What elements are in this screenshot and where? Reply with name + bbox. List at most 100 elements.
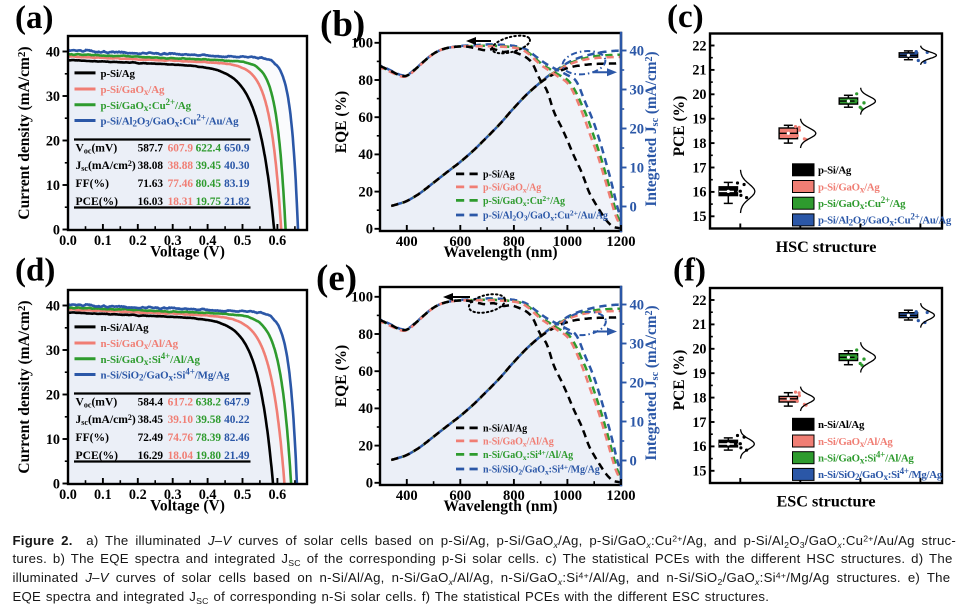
svg-text:21: 21 [692, 317, 706, 333]
svg-text:0.0: 0.0 [59, 233, 77, 249]
svg-text:22: 22 [692, 38, 706, 54]
svg-text:74.76: 74.76 [168, 432, 194, 444]
svg-text:60: 60 [358, 110, 373, 126]
svg-text:10: 10 [46, 432, 60, 448]
svg-text:20: 20 [630, 122, 645, 138]
svg-text:18.31: 18.31 [168, 196, 194, 208]
svg-text:20: 20 [46, 133, 60, 149]
svg-text:20: 20 [692, 342, 706, 358]
svg-text:1000: 1000 [553, 234, 582, 250]
svg-text:40: 40 [630, 44, 645, 60]
svg-text:30: 30 [46, 89, 60, 105]
svg-text:607.9: 607.9 [168, 143, 194, 155]
svg-text:16.03: 16.03 [138, 196, 164, 208]
svg-text:PCE(%): PCE(%) [76, 449, 119, 462]
svg-text:15: 15 [692, 209, 706, 225]
svg-text:n-Si/GaOx/Al/Ag: n-Si/GaOx/Al/Ag [818, 436, 893, 449]
svg-text:0.2: 0.2 [129, 233, 147, 249]
svg-text:622.4: 622.4 [196, 143, 222, 155]
svg-text:16: 16 [692, 439, 706, 455]
svg-text:0.3: 0.3 [164, 233, 182, 249]
svg-text:0.6: 0.6 [269, 233, 287, 249]
svg-text:0: 0 [630, 200, 637, 216]
svg-text:(a): (a) [15, 0, 53, 36]
svg-text:0.5: 0.5 [234, 487, 252, 503]
svg-text:Voltage (V): Voltage (V) [150, 244, 225, 261]
svg-text:600: 600 [449, 234, 471, 250]
svg-text:Jsc(mA/cm2): Jsc(mA/cm2) [76, 413, 136, 427]
svg-text:0: 0 [366, 476, 373, 492]
svg-text:Voc(mV): Voc(mV) [76, 142, 118, 156]
svg-text:38.08: 38.08 [138, 160, 164, 172]
svg-text:0.3: 0.3 [164, 487, 182, 503]
svg-text:587.7: 587.7 [138, 143, 164, 155]
svg-text:(c): (c) [667, 0, 704, 35]
svg-text:0.1: 0.1 [94, 233, 112, 249]
svg-text:20: 20 [692, 87, 706, 103]
svg-text:18.04: 18.04 [168, 450, 194, 462]
svg-text:Wavelength (nm): Wavelength (nm) [443, 498, 557, 515]
svg-text:30: 30 [46, 343, 60, 359]
svg-text:p-Si/Al2O3/GaOx:Cu2+/Au/Ag: p-Si/Al2O3/GaOx:Cu2+/Au/Ag [101, 113, 240, 128]
svg-text:Integrated Jsc (mA/cm2): Integrated Jsc (mA/cm2) [643, 305, 661, 460]
svg-text:80: 80 [358, 73, 373, 89]
svg-text:n-Si/Al/Ag: n-Si/Al/Ag [101, 322, 150, 334]
svg-text:n-Si/SiO2/GaOx:Si4+/Mg/Ag: n-Si/SiO2/GaOx:Si4+/Mg/Ag [483, 462, 600, 476]
svg-text:17: 17 [692, 160, 706, 176]
svg-text:0: 0 [53, 222, 60, 238]
svg-text:20: 20 [358, 438, 373, 454]
svg-text:p-Si/GaOx/Ag: p-Si/GaOx/Ag [483, 183, 541, 195]
svg-text:10: 10 [630, 161, 645, 177]
svg-text:0.6: 0.6 [269, 487, 287, 503]
svg-text:EQE (%): EQE (%) [333, 345, 350, 407]
svg-text:n-Si/GaOx/Al/Ag: n-Si/GaOx/Al/Ag [101, 338, 179, 351]
svg-text:40.30: 40.30 [224, 160, 250, 172]
svg-text:39.58: 39.58 [196, 414, 222, 426]
svg-text:20: 20 [358, 184, 373, 200]
svg-text:78.39: 78.39 [196, 432, 222, 444]
svg-text:n-Si/Al/Ag: n-Si/Al/Ag [818, 419, 865, 431]
svg-text:40: 40 [46, 298, 60, 314]
svg-text:38.45: 38.45 [138, 414, 164, 426]
svg-text:(d): (d) [15, 253, 55, 289]
svg-text:n-Si/GaOx:Si4+/Al/Ag: n-Si/GaOx:Si4+/Al/Ag [101, 351, 201, 366]
svg-text:PCE (%): PCE (%) [671, 350, 688, 411]
svg-text:617.2: 617.2 [168, 397, 194, 409]
svg-text:1200: 1200 [606, 488, 635, 504]
svg-text:Jsc(mA/cm2): Jsc(mA/cm2) [76, 159, 136, 173]
svg-text:80: 80 [358, 327, 373, 343]
svg-text:0.4: 0.4 [199, 233, 217, 249]
svg-text:p-Si/Al2O3/GaOx:Cu2+/Au/Ag: p-Si/Al2O3/GaOx:Cu2+/Au/Ag [818, 212, 952, 227]
svg-text:Voltage (V): Voltage (V) [150, 498, 225, 515]
svg-text:n-Si/SiO2/GaOx:Si4+/Mg/Ag: n-Si/SiO2/GaOx:Si4+/Mg/Ag [101, 367, 230, 382]
svg-text:100: 100 [351, 36, 373, 52]
svg-text:n-Si/GaOx:Si4+/Al/Ag: n-Si/GaOx:Si4+/Al/Ag [483, 448, 573, 462]
svg-text:p-Si/Al2O3/GaOx:Cu2+/Au/Ag: p-Si/Al2O3/GaOx:Cu2+/Au/Ag [483, 208, 608, 222]
svg-text:p-Si/Ag: p-Si/Ag [101, 68, 136, 80]
svg-text:PCE (%): PCE (%) [671, 96, 688, 157]
svg-text:0.4: 0.4 [199, 487, 217, 503]
svg-text:22: 22 [692, 293, 706, 309]
svg-text:39.10: 39.10 [168, 414, 194, 426]
svg-text:15: 15 [692, 464, 706, 480]
svg-text:ESC structure: ESC structure [776, 493, 875, 511]
svg-text:HSC structure: HSC structure [776, 238, 877, 256]
svg-text:0.5: 0.5 [234, 233, 252, 249]
svg-text:40: 40 [358, 401, 373, 417]
svg-text:650.9: 650.9 [224, 143, 250, 155]
svg-text:80.45: 80.45 [196, 178, 222, 190]
svg-text:21.49: 21.49 [224, 450, 250, 462]
svg-text:30: 30 [630, 337, 645, 353]
svg-text:647.9: 647.9 [224, 397, 250, 409]
svg-text:FF(%): FF(%) [76, 177, 110, 190]
svg-text:19: 19 [692, 366, 706, 382]
svg-text:400: 400 [396, 488, 418, 504]
svg-text:n-Si/GaOx/Al/Ag: n-Si/GaOx/Al/Ag [483, 437, 554, 449]
svg-text:(f): (f) [673, 253, 706, 289]
svg-text:72.49: 72.49 [138, 432, 164, 444]
svg-text:40: 40 [630, 298, 645, 314]
svg-text:10: 10 [630, 415, 645, 431]
svg-text:0: 0 [366, 222, 373, 238]
svg-text:60: 60 [358, 364, 373, 380]
svg-text:16: 16 [692, 185, 706, 201]
